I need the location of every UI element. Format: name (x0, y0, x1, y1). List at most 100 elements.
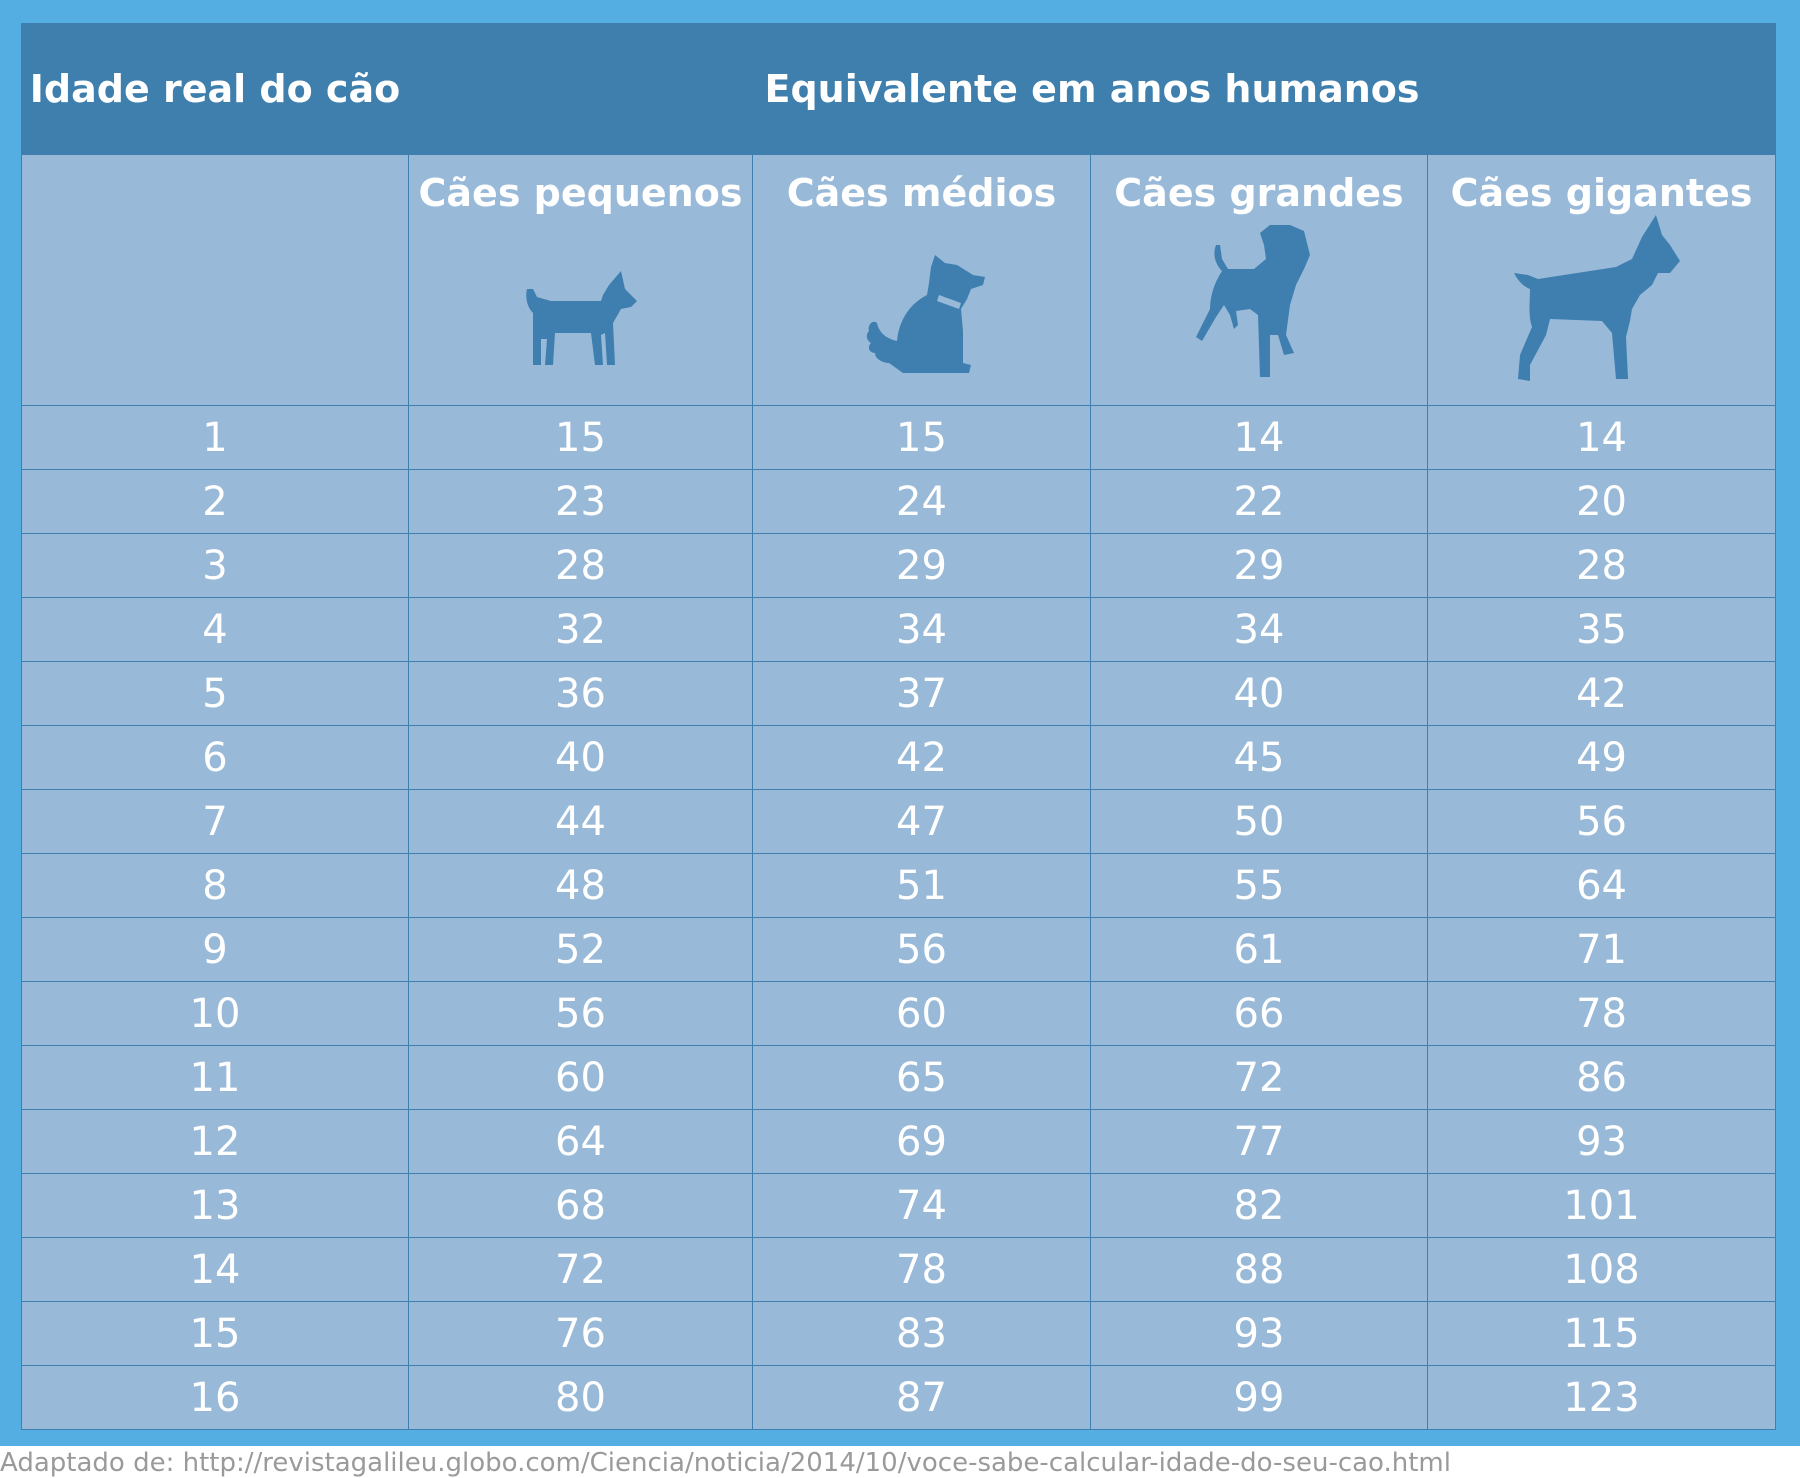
table-body: 1 15 15 14 14 2 23 24 22 20 3 28 29 29 28 4 32 34 34 35 5 36 3… (21, 405, 1777, 1430)
table-row: 10 56 60 66 78 (21, 981, 1777, 1046)
human-age-cell: 51 (752, 853, 1091, 918)
human-age-cell: 74 (752, 1173, 1091, 1238)
dog-age-cell: 14 (21, 1237, 409, 1302)
human-age-cell: 49 (1426, 725, 1777, 790)
human-age-cell: 86 (1426, 1045, 1777, 1110)
dog-age-table: Idade real do cão Equivalente em anos hu… (21, 23, 1777, 1430)
human-age-cell: 87 (752, 1365, 1091, 1430)
human-age-cell: 52 (408, 917, 753, 982)
human-age-cell: 71 (1426, 917, 1777, 982)
empty-header-cell (21, 154, 409, 406)
human-age-cell: 42 (1426, 661, 1777, 726)
human-age-cell: 66 (1090, 981, 1428, 1046)
human-age-cell: 50 (1090, 789, 1428, 854)
human-age-cell: 76 (408, 1301, 753, 1366)
human-age-cell: 56 (408, 981, 753, 1046)
dog-age-cell: 11 (21, 1045, 409, 1110)
giant-dog-icon (1513, 215, 1680, 381)
dog-age-cell: 16 (21, 1365, 409, 1430)
human-age-cell: 56 (752, 917, 1091, 982)
human-age-cell: 36 (408, 661, 753, 726)
dog-age-cell: 8 (21, 853, 409, 918)
human-age-cell: 55 (1090, 853, 1428, 918)
dog-age-cell: 4 (21, 597, 409, 662)
table-row: 6 40 42 45 49 (21, 725, 1777, 790)
table-row: 11 60 65 72 86 (21, 1045, 1777, 1110)
dog-age-cell: 6 (21, 725, 409, 790)
table-wrapper: Idade real do cão Equivalente em anos hu… (21, 23, 1777, 1430)
large-dog-icon (1196, 225, 1310, 377)
human-age-cell: 60 (408, 1045, 753, 1110)
header-row: Idade real do cão Equivalente em anos hu… (21, 23, 1777, 155)
human-age-cell: 44 (408, 789, 753, 854)
dog-age-cell: 12 (21, 1109, 409, 1174)
equivalent-header: Equivalente em anos humanos (407, 23, 1777, 155)
size-header-row: Cães pequenos Cães médios Cães grandes (21, 154, 1777, 406)
human-age-cell: 88 (1090, 1237, 1428, 1302)
human-age-cell: 72 (408, 1237, 753, 1302)
human-age-cell: 115 (1426, 1301, 1777, 1366)
human-age-cell: 64 (408, 1109, 753, 1174)
human-age-cell: 34 (1090, 597, 1428, 662)
human-age-cell: 29 (1090, 533, 1428, 598)
human-age-cell: 93 (1426, 1109, 1777, 1174)
table-row: 4 32 34 34 35 (21, 597, 1777, 662)
human-age-cell: 14 (1090, 405, 1428, 470)
human-age-cell: 123 (1426, 1365, 1777, 1430)
age-column-header: Idade real do cão (21, 23, 409, 155)
human-age-cell: 72 (1090, 1045, 1428, 1110)
human-age-cell: 24 (752, 469, 1091, 534)
human-age-cell: 22 (1090, 469, 1428, 534)
human-age-cell: 47 (752, 789, 1091, 854)
human-age-cell: 101 (1426, 1173, 1777, 1238)
human-age-cell: 60 (752, 981, 1091, 1046)
human-age-cell: 20 (1426, 469, 1777, 534)
human-age-cell: 56 (1426, 789, 1777, 854)
human-age-cell: 45 (1090, 725, 1428, 790)
human-age-cell: 37 (752, 661, 1091, 726)
table-row: 5 36 37 40 42 (21, 661, 1777, 726)
human-age-cell: 42 (752, 725, 1091, 790)
dog-age-cell: 2 (21, 469, 409, 534)
human-age-cell: 80 (408, 1365, 753, 1430)
human-age-cell: 69 (752, 1109, 1091, 1174)
table-row: 16 80 87 99 123 (21, 1365, 1777, 1430)
dog-age-cell: 9 (21, 917, 409, 982)
table-frame: Idade real do cão Equivalente em anos hu… (0, 0, 1800, 1446)
human-age-cell: 65 (752, 1045, 1091, 1110)
column-header-large: Cães grandes (1090, 154, 1428, 406)
medium-dog-icon (866, 255, 985, 373)
human-age-cell: 32 (408, 597, 753, 662)
table-row: 7 44 47 50 56 (21, 789, 1777, 854)
column-header-small: Cães pequenos (408, 154, 753, 406)
table-row: 12 64 69 77 93 (21, 1109, 1777, 1174)
human-age-cell: 35 (1426, 597, 1777, 662)
table-row: 8 48 51 55 64 (21, 853, 1777, 918)
dog-age-cell: 10 (21, 981, 409, 1046)
table-row: 2 23 24 22 20 (21, 469, 1777, 534)
human-age-cell: 23 (408, 469, 753, 534)
dog-age-cell: 1 (21, 405, 409, 470)
table-row: 13 68 74 82 101 (21, 1173, 1777, 1238)
human-age-cell: 93 (1090, 1301, 1428, 1366)
column-header-giant: Cães gigantes (1426, 154, 1777, 406)
human-age-cell: 99 (1090, 1365, 1428, 1430)
human-age-cell: 64 (1426, 853, 1777, 918)
human-age-cell: 108 (1426, 1237, 1777, 1302)
dog-age-cell: 13 (21, 1173, 409, 1238)
human-age-cell: 40 (408, 725, 753, 790)
human-age-cell: 68 (408, 1173, 753, 1238)
dog-age-cell: 7 (21, 789, 409, 854)
human-age-cell: 29 (752, 533, 1091, 598)
human-age-cell: 77 (1090, 1109, 1428, 1174)
human-age-cell: 28 (1426, 533, 1777, 598)
human-age-cell: 14 (1426, 405, 1777, 470)
column-header-medium: Cães médios (752, 154, 1091, 406)
source-citation: Adaptado de: http://revistagalileu.globo… (0, 1448, 1451, 1478)
human-age-cell: 78 (752, 1237, 1091, 1302)
column-label-giant: Cães gigantes (1450, 171, 1753, 215)
human-age-cell: 15 (408, 405, 753, 470)
small-dog-icon (525, 271, 637, 365)
table-row: 9 52 56 61 71 (21, 917, 1777, 982)
human-age-cell: 78 (1426, 981, 1777, 1046)
